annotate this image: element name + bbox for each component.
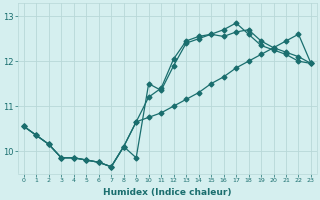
X-axis label: Humidex (Indice chaleur): Humidex (Indice chaleur) bbox=[103, 188, 232, 197]
